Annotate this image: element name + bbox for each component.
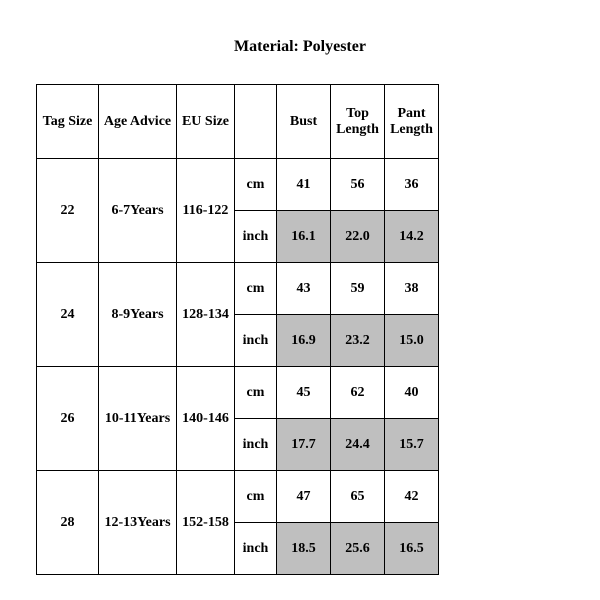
cell-eu: 128-134 bbox=[177, 263, 235, 367]
cell-unit: cm bbox=[235, 263, 277, 315]
cell-bust: 18.5 bbox=[277, 523, 331, 575]
cell-unit: cm bbox=[235, 471, 277, 523]
cell-tag: 28 bbox=[37, 471, 99, 575]
table-row: 22 6-7Years 116-122 cm 41 56 36 bbox=[37, 159, 439, 211]
cell-unit: inch bbox=[235, 315, 277, 367]
cell-age: 10-11Years bbox=[99, 367, 177, 471]
col-bust: Bust bbox=[277, 85, 331, 159]
cell-pant: 40 bbox=[385, 367, 439, 419]
cell-tag: 26 bbox=[37, 367, 99, 471]
col-age: Age Advice bbox=[99, 85, 177, 159]
cell-top: 56 bbox=[331, 159, 385, 211]
size-table: Tag Size Age Advice EU Size Bust Top Len… bbox=[36, 84, 439, 575]
col-top: Top Length bbox=[331, 85, 385, 159]
cell-bust: 16.9 bbox=[277, 315, 331, 367]
cell-eu: 152-158 bbox=[177, 471, 235, 575]
cell-unit: inch bbox=[235, 419, 277, 471]
col-eu: EU Size bbox=[177, 85, 235, 159]
cell-bust: 41 bbox=[277, 159, 331, 211]
col-pant: Pant Length bbox=[385, 85, 439, 159]
cell-top: 59 bbox=[331, 263, 385, 315]
table-row: 26 10-11Years 140-146 cm 45 62 40 bbox=[37, 367, 439, 419]
cell-bust: 47 bbox=[277, 471, 331, 523]
cell-unit: inch bbox=[235, 211, 277, 263]
cell-age: 12-13Years bbox=[99, 471, 177, 575]
cell-age: 8-9Years bbox=[99, 263, 177, 367]
col-unit bbox=[235, 85, 277, 159]
cell-unit: cm bbox=[235, 367, 277, 419]
cell-pant: 14.2 bbox=[385, 211, 439, 263]
table-row: 24 8-9Years 128-134 cm 43 59 38 bbox=[37, 263, 439, 315]
cell-pant: 38 bbox=[385, 263, 439, 315]
cell-bust: 45 bbox=[277, 367, 331, 419]
cell-unit: inch bbox=[235, 523, 277, 575]
cell-tag: 22 bbox=[37, 159, 99, 263]
table-header-row: Tag Size Age Advice EU Size Bust Top Len… bbox=[37, 85, 439, 159]
cell-top: 25.6 bbox=[331, 523, 385, 575]
cell-pant: 15.0 bbox=[385, 315, 439, 367]
cell-bust: 17.7 bbox=[277, 419, 331, 471]
table-row: 28 12-13Years 152-158 cm 47 65 42 bbox=[37, 471, 439, 523]
cell-eu: 140-146 bbox=[177, 367, 235, 471]
col-tag: Tag Size bbox=[37, 85, 99, 159]
cell-top: 23.2 bbox=[331, 315, 385, 367]
cell-top: 24.4 bbox=[331, 419, 385, 471]
cell-top: 65 bbox=[331, 471, 385, 523]
cell-top: 22.0 bbox=[331, 211, 385, 263]
cell-pant: 42 bbox=[385, 471, 439, 523]
cell-age: 6-7Years bbox=[99, 159, 177, 263]
cell-bust: 43 bbox=[277, 263, 331, 315]
cell-eu: 116-122 bbox=[177, 159, 235, 263]
cell-bust: 16.1 bbox=[277, 211, 331, 263]
cell-pant: 36 bbox=[385, 159, 439, 211]
cell-pant: 16.5 bbox=[385, 523, 439, 575]
cell-unit: cm bbox=[235, 159, 277, 211]
cell-tag: 24 bbox=[37, 263, 99, 367]
cell-pant: 15.7 bbox=[385, 419, 439, 471]
cell-top: 62 bbox=[331, 367, 385, 419]
page-title: Material: Polyester bbox=[0, 0, 600, 84]
